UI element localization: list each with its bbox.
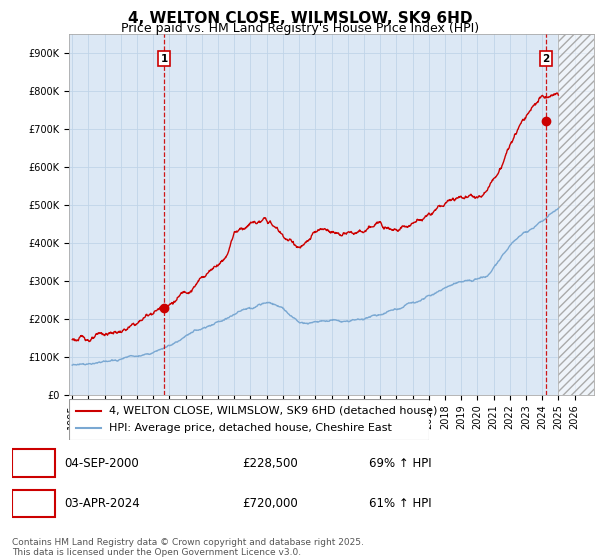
Text: 1: 1 — [160, 54, 168, 64]
Text: HPI: Average price, detached house, Cheshire East: HPI: Average price, detached house, Ches… — [109, 423, 391, 433]
Text: Contains HM Land Registry data © Crown copyright and database right 2025.
This d: Contains HM Land Registry data © Crown c… — [12, 538, 364, 557]
Text: Price paid vs. HM Land Registry's House Price Index (HPI): Price paid vs. HM Land Registry's House … — [121, 22, 479, 35]
FancyBboxPatch shape — [69, 399, 429, 440]
Text: 2: 2 — [542, 54, 550, 64]
Text: 2: 2 — [29, 497, 38, 510]
Text: 03-APR-2024: 03-APR-2024 — [64, 497, 140, 510]
Text: 4, WELTON CLOSE, WILMSLOW, SK9 6HD (detached house): 4, WELTON CLOSE, WILMSLOW, SK9 6HD (deta… — [109, 405, 437, 416]
Text: 04-SEP-2000: 04-SEP-2000 — [64, 456, 139, 470]
FancyBboxPatch shape — [12, 490, 55, 517]
Text: £228,500: £228,500 — [242, 456, 298, 470]
Bar — [559, 34, 599, 395]
Text: 61% ↑ HPI: 61% ↑ HPI — [369, 497, 432, 510]
FancyBboxPatch shape — [12, 449, 55, 477]
Bar — [559, 34, 599, 395]
Text: 4, WELTON CLOSE, WILMSLOW, SK9 6HD: 4, WELTON CLOSE, WILMSLOW, SK9 6HD — [128, 11, 472, 26]
Text: 1: 1 — [29, 456, 38, 470]
Text: 69% ↑ HPI: 69% ↑ HPI — [369, 456, 432, 470]
Text: £720,000: £720,000 — [242, 497, 298, 510]
